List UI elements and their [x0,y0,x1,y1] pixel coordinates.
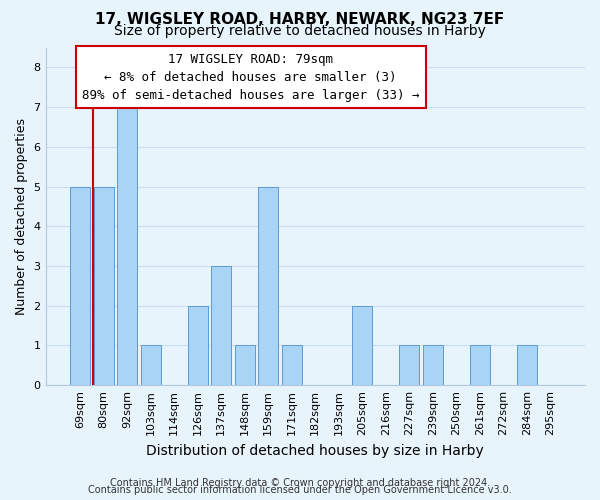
Bar [94,186,113,385]
Bar [400,346,419,385]
Text: Size of property relative to detached houses in Harby: Size of property relative to detached ho… [114,24,486,38]
Text: Contains HM Land Registry data © Crown copyright and database right 2024.: Contains HM Land Registry data © Crown c… [110,478,490,488]
Bar [117,107,137,385]
Bar [517,346,537,385]
Text: 17 WIGSLEY ROAD: 79sqm
← 8% of detached houses are smaller (3)
89% of semi-detac: 17 WIGSLEY ROAD: 79sqm ← 8% of detached … [82,52,419,102]
X-axis label: Distribution of detached houses by size in Harby: Distribution of detached houses by size … [146,444,484,458]
Bar [352,306,373,385]
Bar [470,346,490,385]
Y-axis label: Number of detached properties: Number of detached properties [15,118,28,315]
Bar [140,346,161,385]
Bar [211,266,231,385]
Text: Contains public sector information licensed under the Open Government Licence v3: Contains public sector information licen… [88,485,512,495]
Text: 17, WIGSLEY ROAD, HARBY, NEWARK, NG23 7EF: 17, WIGSLEY ROAD, HARBY, NEWARK, NG23 7E… [95,12,505,28]
Bar [258,186,278,385]
Bar [282,346,302,385]
Bar [70,186,90,385]
Bar [188,306,208,385]
Bar [235,346,255,385]
Bar [423,346,443,385]
